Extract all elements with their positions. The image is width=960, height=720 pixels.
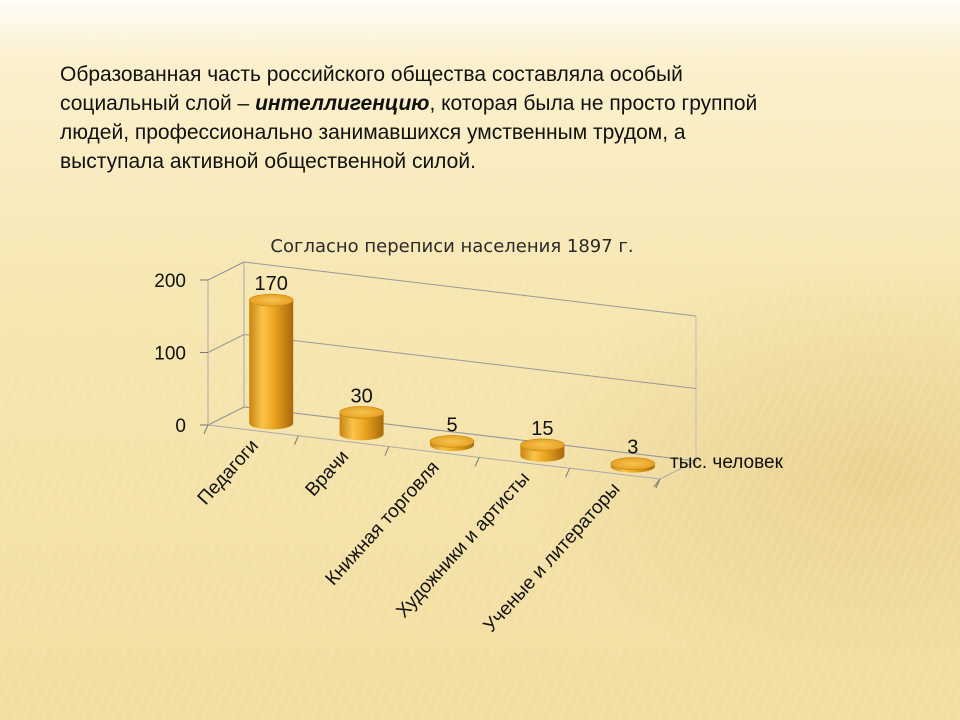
bar-5 — [610, 457, 656, 473]
gridline-side — [207, 334, 245, 353]
bar-body — [339, 412, 384, 441]
category-label-2: Врачи — [302, 446, 354, 500]
y-tick-label: 200 — [154, 271, 186, 292]
x-tick-mark — [565, 467, 571, 478]
depth-tick — [653, 478, 661, 488]
x-tick-mark — [203, 424, 209, 435]
bar-top — [610, 457, 656, 470]
bar-body — [249, 300, 294, 430]
y-tick-label: 100 — [154, 344, 186, 365]
y-tick-label: 0 — [175, 416, 186, 437]
intro-line-2-start: социальный слой – — [60, 92, 256, 115]
bar-top — [520, 438, 565, 452]
gridline — [243, 261, 697, 317]
category-label-3: Книжная торговля — [322, 457, 444, 589]
data-label-4: 15 — [531, 418, 553, 440]
bar-top — [429, 435, 475, 448]
data-label-2: 30 — [350, 385, 372, 407]
chart-bars — [248, 293, 656, 473]
chart-title: Согласно переписи населения 1897 г. — [270, 236, 633, 257]
chart-labels: 0 100 200 тыс. человек 170 30 5 15 3 Педагоги Врач… — [154, 271, 783, 637]
x-tick-mark — [293, 435, 299, 446]
category-label-1: Педагоги — [194, 436, 263, 510]
bar-top — [339, 406, 384, 419]
intro-line-4: выступала активной общественной силой. — [60, 150, 476, 173]
series-label: тыс. человек — [670, 452, 784, 473]
data-label-3: 5 — [446, 414, 457, 436]
data-label-5: 3 — [627, 437, 638, 459]
bar-top — [248, 293, 294, 307]
bar-3 — [429, 435, 475, 451]
intro-text: Образованная часть российского общества … — [60, 60, 820, 176]
data-label-1: 170 — [255, 273, 288, 295]
gridline-side — [207, 406, 245, 426]
gridline — [243, 406, 697, 462]
x-tick-mark — [384, 446, 390, 456]
bar-4 — [520, 438, 565, 462]
intro-line-2-end: , которая была не просто группой — [429, 92, 758, 115]
x-tick-mark — [474, 457, 480, 467]
gridline — [243, 334, 697, 389]
bar-1 — [248, 293, 294, 430]
intro-line-1: Образованная часть российского общества … — [60, 63, 683, 86]
intro-line-3: людей, профессионально занимавшихся умст… — [60, 121, 686, 144]
bar-2 — [339, 406, 384, 441]
intro-term: интеллигенцию — [255, 92, 430, 115]
gridline-side — [207, 261, 245, 281]
